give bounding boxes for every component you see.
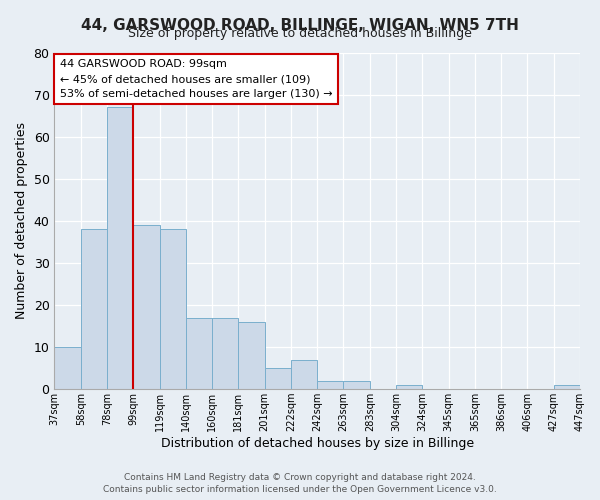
Bar	[212, 318, 238, 389]
Bar	[80, 229, 107, 389]
Text: Size of property relative to detached houses in Billinge: Size of property relative to detached ho…	[128, 28, 472, 40]
Bar	[317, 381, 343, 389]
Text: Contains HM Land Registry data © Crown copyright and database right 2024.
Contai: Contains HM Land Registry data © Crown c…	[103, 472, 497, 494]
Bar	[343, 381, 370, 389]
Text: 44 GARSWOOD ROAD: 99sqm
← 45% of detached houses are smaller (109)
53% of semi-d: 44 GARSWOOD ROAD: 99sqm ← 45% of detache…	[59, 59, 332, 99]
Bar	[554, 385, 580, 389]
Bar	[107, 107, 133, 389]
Bar	[238, 322, 265, 389]
Bar	[291, 360, 317, 389]
Bar	[186, 318, 212, 389]
X-axis label: Distribution of detached houses by size in Billinge: Distribution of detached houses by size …	[161, 437, 474, 450]
Text: 44, GARSWOOD ROAD, BILLINGE, WIGAN, WN5 7TH: 44, GARSWOOD ROAD, BILLINGE, WIGAN, WN5 …	[81, 18, 519, 32]
Bar	[396, 385, 422, 389]
Y-axis label: Number of detached properties: Number of detached properties	[15, 122, 28, 320]
Bar	[265, 368, 291, 389]
Bar	[160, 229, 186, 389]
Bar	[133, 225, 160, 389]
Bar	[55, 347, 80, 389]
